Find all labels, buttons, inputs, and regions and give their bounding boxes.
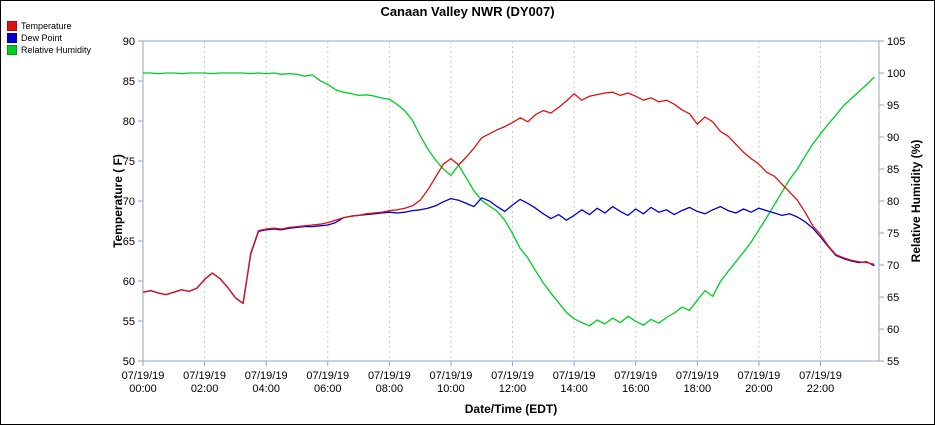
x-tick-label-date: 07/19/19 (614, 370, 657, 382)
y-right-tick-label: 55 (887, 356, 899, 368)
x-tick-label-time: 12:00 (499, 383, 527, 395)
x-tick-label-time: 14:00 (560, 383, 588, 395)
y-left-tick-label: 65 (123, 236, 135, 248)
x-tick-label-date: 07/19/19 (430, 370, 473, 382)
x-tick-label-date: 07/19/19 (676, 370, 719, 382)
y-left-tick-label: 50 (123, 356, 135, 368)
y-left-tick-label: 80 (123, 116, 135, 128)
y-left-tick-label: 75 (123, 156, 135, 168)
legend-item-temperature: Temperature (7, 21, 91, 31)
x-tick-label-time: 20:00 (745, 383, 773, 395)
y-left-tick-label: 60 (123, 276, 135, 288)
series-temperature (142, 91, 875, 305)
y-right-tick-label: 85 (887, 164, 899, 176)
x-axis-label: Date/Time (EDT) (464, 402, 558, 416)
y-right-tick-label: 60 (887, 324, 899, 336)
y-right-tick-label: 75 (887, 228, 899, 240)
x-tick-label-time: 16:00 (622, 383, 650, 395)
legend-label-temperature: Temperature (21, 20, 72, 31)
y-right-tick-label: 70 (887, 260, 899, 272)
x-tick-label-time: 02:00 (191, 383, 219, 395)
x-tick-label-date: 07/19/19 (553, 370, 596, 382)
legend-swatch-dew-point-icon (7, 33, 17, 43)
x-tick-label-date: 07/19/19 (491, 370, 534, 382)
y-right-tick-label: 95 (887, 100, 899, 112)
y-left-tick-label: 90 (123, 36, 135, 48)
x-tick-label-date: 07/19/19 (799, 370, 842, 382)
y-right-tick-label: 90 (887, 132, 899, 144)
plot-frame (142, 40, 880, 362)
series-relative-humidity (143, 72, 875, 327)
x-tick-label-time: 22:00 (807, 383, 835, 395)
y-left-tick-label: 85 (123, 76, 135, 88)
x-tick-label-date: 07/19/19 (122, 370, 165, 382)
legend-label-dew-point: Dew Point (21, 32, 63, 43)
x-tick-label-date: 07/19/19 (737, 370, 780, 382)
x-tick-label-time: 04:00 (252, 383, 280, 395)
series-dew-point (142, 197, 875, 305)
y-right-tick-label: 105 (887, 36, 905, 48)
legend: Temperature Dew Point Relative Humidity (7, 21, 91, 57)
y-right-tick-label: 65 (887, 292, 899, 304)
legend-item-relative-humidity: Relative Humidity (7, 45, 91, 55)
legend-swatch-relative-humidity-icon (7, 45, 17, 55)
y-right-tick-label: 100 (887, 68, 905, 80)
x-tick-label-time: 08:00 (376, 383, 404, 395)
chart-title: Canaan Valley NWR (DY007) (380, 4, 555, 19)
legend-swatch-temperature-icon (7, 21, 17, 31)
legend-item-dew-point: Dew Point (7, 33, 91, 43)
x-tick-label-time: 06:00 (314, 383, 342, 395)
x-tick-label-date: 07/19/19 (183, 370, 226, 382)
y-left-tick-label: 55 (123, 316, 135, 328)
x-tick-label-date: 07/19/19 (245, 370, 288, 382)
x-tick-label-time: 18:00 (684, 383, 712, 395)
x-tick-label-date: 07/19/19 (306, 370, 349, 382)
x-tick-label-date: 07/19/19 (368, 370, 411, 382)
y-left-tick-label: 70 (123, 196, 135, 208)
x-tick-label-time: 10:00 (437, 383, 465, 395)
x-tick-label-time: 00:00 (129, 383, 157, 395)
y-right-tick-label: 80 (887, 196, 899, 208)
legend-label-relative-humidity: Relative Humidity (21, 44, 92, 55)
